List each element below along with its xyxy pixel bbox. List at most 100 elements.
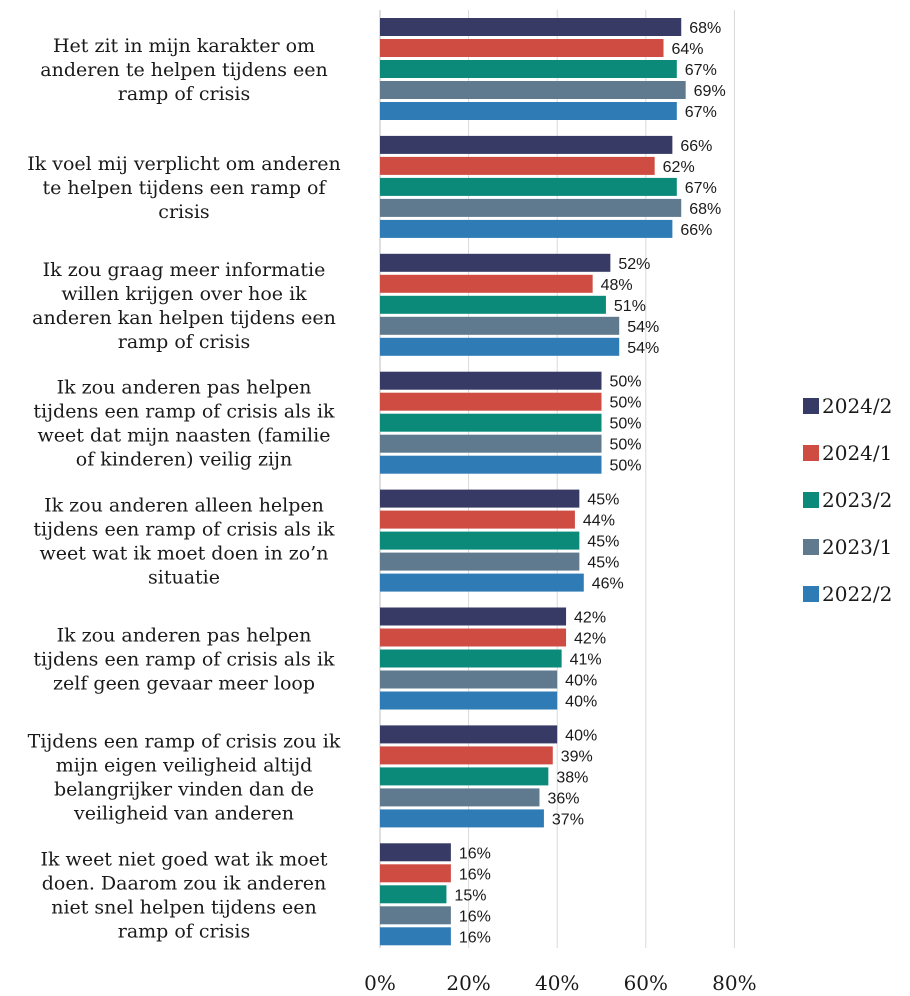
- bar: [380, 843, 451, 862]
- bar: [380, 573, 584, 592]
- x-axis-ticks: 0% 20% 40% 60% 80%: [364, 971, 756, 995]
- data-label: 50%: [609, 416, 641, 433]
- data-label: 50%: [609, 437, 641, 454]
- bar: [380, 906, 451, 925]
- bar: [380, 18, 682, 36]
- legend-swatch: [803, 445, 819, 461]
- bar: [380, 670, 558, 689]
- legend-label: 2022/2: [822, 582, 892, 606]
- data-label: 50%: [609, 374, 641, 391]
- bar: [380, 253, 611, 272]
- bar: [380, 219, 673, 238]
- bar: [380, 39, 664, 57]
- data-label: 45%: [587, 492, 619, 509]
- bar: [380, 413, 602, 432]
- legend: 2024/2 2024/1 2023/2 2023/1 2022/2: [803, 394, 892, 606]
- bar: [380, 746, 553, 765]
- bar: [380, 156, 655, 175]
- data-label: 50%: [609, 458, 641, 475]
- data-label: 66%: [680, 222, 712, 239]
- bar: [380, 135, 673, 154]
- legend-swatch: [803, 492, 819, 508]
- data-label: 40%: [565, 673, 597, 690]
- category-label: Ik weet niet goed wat ik moet doen. Daaro…: [41, 848, 328, 942]
- data-label: 40%: [565, 727, 597, 744]
- legend-label: 2024/1: [822, 441, 892, 465]
- x-tick-label: 40%: [535, 971, 579, 995]
- data-label: 42%: [574, 631, 606, 648]
- data-label: 38%: [556, 769, 588, 786]
- data-label: 41%: [570, 652, 602, 669]
- category-label: Het zit in mijn karakter om anderen te he…: [40, 35, 328, 105]
- bar: [380, 102, 677, 120]
- bar: [380, 434, 602, 453]
- bar: [380, 927, 451, 946]
- bar: [380, 198, 682, 217]
- data-label: 67%: [685, 104, 717, 121]
- x-tick-label: 80%: [712, 971, 756, 995]
- data-label: 64%: [672, 41, 704, 58]
- data-label: 15%: [454, 887, 486, 904]
- data-label: 16%: [459, 866, 491, 883]
- data-label: 42%: [574, 610, 606, 627]
- legend-label: 2023/1: [822, 535, 892, 559]
- bar: [380, 274, 593, 293]
- bar: [380, 489, 580, 508]
- bar: [380, 371, 602, 390]
- bar: [380, 649, 562, 668]
- data-label: 45%: [587, 555, 619, 572]
- legend-swatch: [803, 398, 819, 414]
- data-label: 48%: [601, 277, 633, 294]
- category-label: Ik voel mij verplicht om anderen te helpe…: [27, 153, 341, 223]
- data-label: 51%: [614, 298, 646, 315]
- category-label: Ik zou anderen pas helpen tijdens een ram…: [33, 377, 335, 471]
- data-label: 54%: [627, 340, 659, 357]
- legend-swatch: [803, 539, 819, 555]
- data-label: 67%: [685, 180, 717, 197]
- legend-label: 2023/2: [822, 488, 892, 512]
- data-label: 50%: [609, 395, 641, 412]
- bar: [380, 552, 580, 571]
- bar: [380, 607, 567, 626]
- category-labels: Het zit in mijn karakter om anderen te he…: [27, 35, 341, 942]
- data-label: 66%: [680, 138, 712, 155]
- data-label: 39%: [561, 748, 593, 765]
- data-label: 62%: [663, 159, 695, 176]
- legend-label: 2024/2: [822, 394, 892, 418]
- category-label: Ik zou graag meer informatie willen krijg…: [32, 259, 336, 353]
- bar: [380, 725, 558, 744]
- bar: [380, 177, 677, 196]
- bar: [380, 60, 677, 78]
- bar: [380, 81, 686, 99]
- data-label: 68%: [689, 20, 721, 37]
- data-label: 68%: [689, 201, 721, 218]
- data-label: 46%: [592, 576, 624, 593]
- bar: [380, 316, 620, 335]
- bar: [380, 510, 575, 529]
- data-label: 40%: [565, 694, 597, 711]
- data-label: 16%: [459, 845, 491, 862]
- bar: [380, 531, 580, 550]
- bar: [380, 885, 447, 904]
- x-tick-label: 20%: [446, 971, 490, 995]
- bar: [380, 628, 567, 647]
- data-label: 52%: [618, 256, 650, 273]
- data-label: 69%: [694, 83, 726, 100]
- bar: [380, 295, 606, 314]
- data-label: 67%: [685, 62, 717, 79]
- bars: 68% 64% 67% 69% 67% 66% 62% 67% 68% 66% 52% 48% 51% 5…: [380, 18, 726, 946]
- category-label: Ik zou anderen pas helpen tijdens een ram…: [33, 625, 335, 695]
- x-tick-label: 0%: [364, 971, 396, 995]
- data-label: 16%: [459, 908, 491, 925]
- data-label: 36%: [547, 790, 579, 807]
- bar: [380, 337, 620, 356]
- bar: [380, 864, 451, 883]
- data-label: 16%: [459, 929, 491, 946]
- data-label: 45%: [587, 534, 619, 551]
- category-label: Tijdens een ramp of crisis zou ik mijn ei…: [28, 730, 341, 824]
- bar: [380, 809, 544, 828]
- x-tick-label: 60%: [624, 971, 668, 995]
- legend-swatch: [803, 586, 819, 602]
- data-label: 37%: [552, 811, 584, 828]
